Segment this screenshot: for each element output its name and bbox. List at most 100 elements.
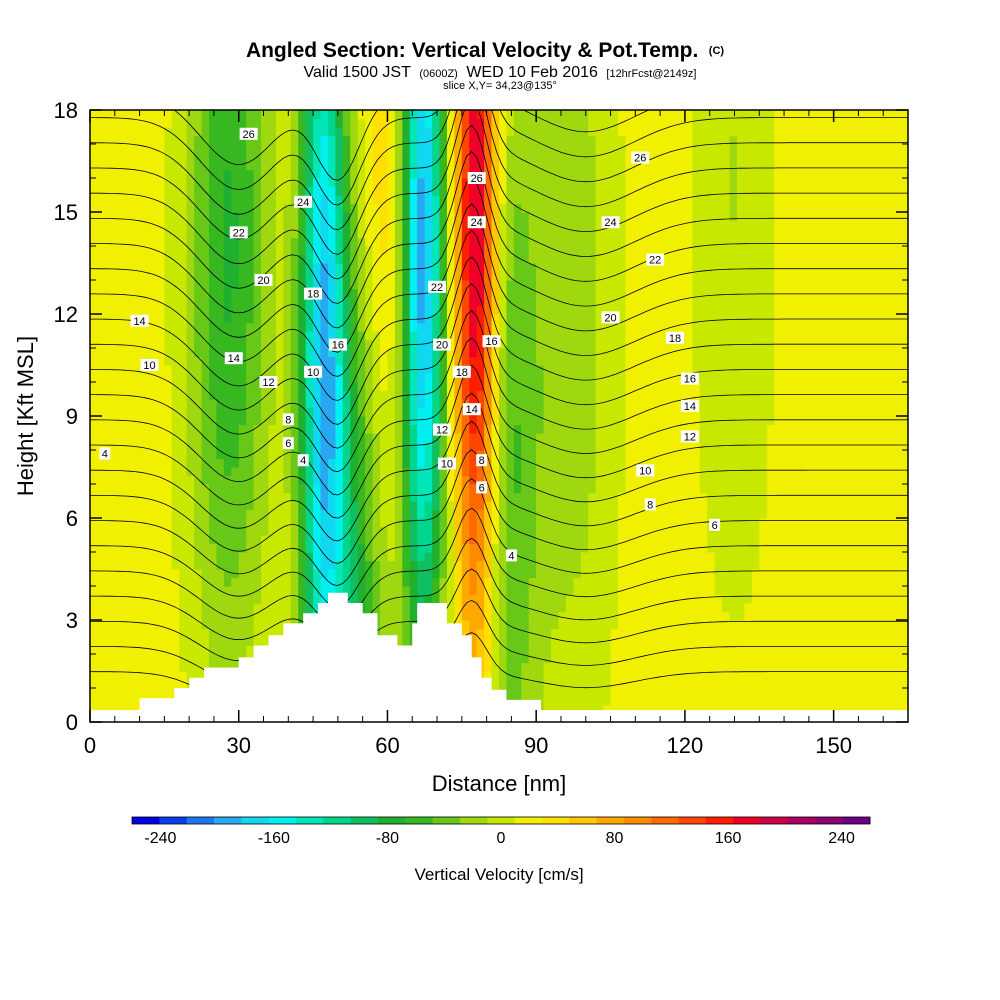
heatmap-cell	[417, 331, 426, 341]
heatmap-cell	[119, 535, 128, 545]
heatmap-cell	[484, 467, 493, 477]
heatmap-cell	[194, 518, 203, 528]
heatmap-cell	[417, 229, 426, 239]
heatmap-cell	[565, 458, 574, 468]
heatmap-cell	[238, 543, 247, 553]
heatmap-cell	[320, 297, 329, 307]
heatmap-cell	[268, 161, 277, 171]
heatmap-cell	[469, 577, 478, 587]
heatmap-cell	[565, 118, 574, 128]
heatmap-cell	[104, 586, 113, 596]
heatmap-cell	[275, 118, 284, 128]
heatmap-cell	[275, 560, 284, 570]
heatmap-cell	[536, 433, 545, 443]
heatmap-cell	[90, 560, 99, 570]
heatmap-cell	[506, 535, 515, 545]
heatmap-cell	[588, 314, 597, 324]
heatmap-cell	[350, 365, 359, 375]
heatmap-cell	[573, 654, 582, 664]
heatmap-cell	[513, 603, 522, 613]
heatmap-cell	[536, 577, 545, 587]
heatmap-cell	[179, 645, 188, 655]
heatmap-cell	[573, 441, 582, 451]
heatmap-cell	[283, 399, 292, 409]
heatmap-cell	[469, 331, 478, 341]
heatmap-cell	[298, 577, 307, 587]
heatmap-cell	[261, 484, 270, 494]
heatmap-cell	[387, 577, 396, 587]
heatmap-cell	[283, 492, 292, 502]
heatmap-cell	[603, 552, 612, 562]
heatmap-cell	[216, 161, 225, 171]
heatmap-cell	[595, 696, 604, 706]
heatmap-cell	[439, 237, 448, 247]
heatmap-cell	[372, 135, 381, 145]
heatmap-cell	[543, 662, 552, 672]
heatmap-cell	[476, 552, 485, 562]
heatmap-cell	[208, 382, 218, 392]
heatmap-cell	[469, 246, 478, 256]
heatmap-cell	[350, 475, 359, 485]
heatmap-cell	[104, 382, 113, 392]
heatmap-cell	[290, 501, 299, 511]
heatmap-cell	[558, 288, 567, 298]
heatmap-cell	[543, 611, 552, 621]
heatmap-cell	[216, 322, 225, 332]
heatmap-cell	[119, 169, 128, 179]
heatmap-cell	[149, 671, 158, 681]
heatmap-cell	[283, 586, 292, 596]
heatmap-cell	[394, 297, 403, 307]
heatmap-cell	[551, 688, 560, 698]
heatmap-cell	[580, 246, 589, 256]
heatmap-cell	[261, 433, 270, 443]
heatmap-cell	[156, 518, 165, 528]
heatmap-cell	[90, 645, 99, 655]
heatmap-cell	[156, 263, 165, 273]
heatmap-cell	[491, 356, 500, 366]
heatmap-cell	[275, 552, 284, 562]
heatmap-cell	[164, 229, 173, 239]
heatmap-cell	[164, 611, 173, 621]
heatmap-cell	[104, 220, 113, 230]
heatmap-cell	[565, 416, 574, 426]
heatmap-cell	[357, 178, 366, 188]
heatmap-cell	[171, 526, 180, 536]
heatmap-cell	[543, 127, 552, 137]
heatmap-cell	[499, 152, 508, 162]
heatmap-cell	[268, 348, 277, 358]
heatmap-cell	[499, 526, 508, 536]
heatmap-cell	[424, 399, 433, 409]
heatmap-cell	[380, 178, 389, 188]
heatmap-cell	[551, 152, 560, 162]
heatmap-cell	[402, 152, 411, 162]
heatmap-cell	[573, 407, 582, 417]
heatmap-cell	[573, 178, 582, 188]
heatmap-cell	[551, 475, 560, 485]
heatmap-cell	[119, 373, 128, 383]
heatmap-cell	[119, 135, 128, 145]
heatmap-cell	[149, 441, 158, 451]
heatmap-cell	[432, 407, 441, 417]
heatmap-cell	[208, 373, 218, 383]
heatmap-cell	[387, 254, 396, 264]
heatmap-cell	[595, 382, 604, 392]
heatmap-cell	[290, 110, 299, 120]
heatmap-cell	[342, 509, 351, 519]
heatmap-cell	[216, 373, 225, 383]
heatmap-cell	[171, 484, 180, 494]
heatmap-cell	[253, 518, 262, 528]
heatmap-cell	[350, 382, 359, 392]
heatmap-cell	[253, 560, 262, 570]
heatmap-cell	[119, 645, 128, 655]
heatmap-cell	[223, 450, 232, 460]
heatmap-cell	[313, 169, 322, 179]
heatmap-cell	[313, 186, 322, 196]
heatmap-cell	[588, 331, 597, 341]
heatmap-cell	[290, 314, 299, 324]
heatmap-cell	[342, 348, 351, 358]
heatmap-cell	[380, 135, 389, 145]
heatmap-cell	[588, 407, 597, 417]
heatmap-cell	[320, 152, 329, 162]
heatmap-cell	[513, 195, 522, 205]
heatmap-cell	[164, 152, 173, 162]
